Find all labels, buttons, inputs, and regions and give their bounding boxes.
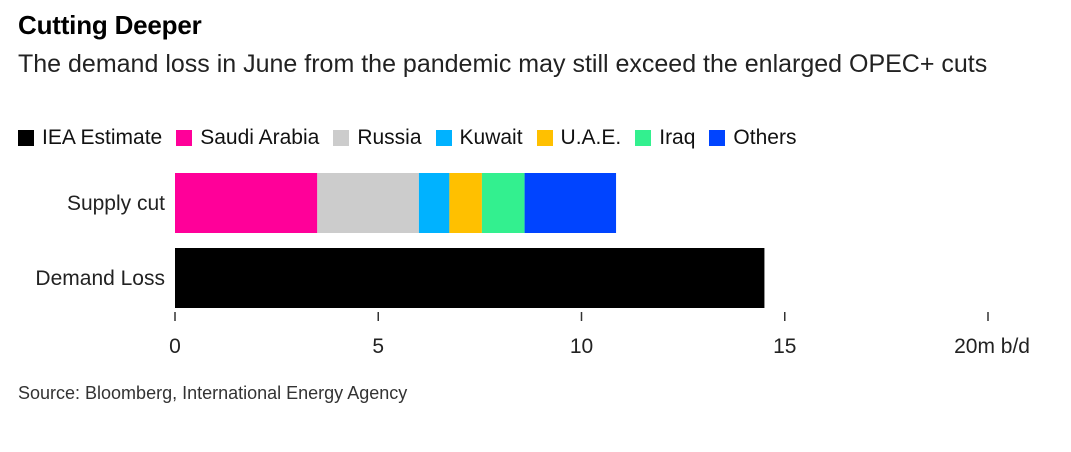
legend-swatch bbox=[176, 130, 193, 146]
x-tick-label: 10 bbox=[570, 335, 593, 358]
legend-item-kuwait: Kuwait bbox=[435, 126, 523, 150]
bar-segment-demand-loss-iea-estimate bbox=[175, 248, 765, 308]
bar-segment-supply-cut-iraq bbox=[481, 173, 525, 233]
bar-segment-supply-cut-kuwait bbox=[418, 173, 450, 233]
legend-swatch bbox=[435, 130, 452, 146]
bar-chart: Supply cut Demand Loss 0 5 10 15 20m b/d bbox=[35, 173, 1030, 358]
legend-item-russia: Russia bbox=[333, 126, 422, 150]
x-tick-label: 15 bbox=[773, 335, 796, 358]
x-tick-label: 20m b/d bbox=[954, 335, 1030, 358]
legend-item-others: Others bbox=[709, 126, 796, 150]
legend-label: Kuwait bbox=[459, 126, 523, 149]
legend-item-saudi-arabia: Saudi Arabia bbox=[176, 126, 319, 150]
chart-subtitle: The demand loss in June from the pandemi… bbox=[18, 50, 988, 78]
legend-label: Iraq bbox=[659, 126, 696, 149]
chart-title: Cutting Deeper bbox=[18, 10, 202, 40]
legend-label: U.A.E. bbox=[560, 126, 622, 149]
category-label: Demand Loss bbox=[35, 267, 165, 290]
legend-label: Others bbox=[733, 126, 797, 149]
x-tick-label: 0 bbox=[169, 335, 181, 358]
legend-label: Saudi Arabia bbox=[200, 126, 320, 149]
legend-label: Russia bbox=[357, 126, 422, 149]
x-tick-label: 5 bbox=[372, 335, 384, 358]
legend-swatch bbox=[635, 130, 652, 146]
legend-label: IEA Estimate bbox=[42, 126, 163, 149]
legend-swatch bbox=[333, 130, 350, 146]
source-note: Source: Bloomberg, International Energy … bbox=[18, 383, 408, 403]
legend-swatch bbox=[536, 130, 553, 146]
legend-swatch bbox=[709, 130, 726, 146]
legend-swatch bbox=[18, 130, 34, 146]
legend-item-u-a-e: U.A.E. bbox=[536, 126, 622, 150]
bar-segment-supply-cut-saudi-arabia bbox=[175, 173, 318, 233]
category-label: Supply cut bbox=[67, 192, 165, 215]
legend-item-iea-estimate: IEA Estimate bbox=[18, 126, 162, 150]
legend: IEA Estimate Saudi Arabia Russia Kuwait U.A.… bbox=[18, 126, 810, 150]
bar-segment-supply-cut-u-a-e bbox=[449, 173, 482, 233]
bar-segment-supply-cut-others bbox=[524, 173, 617, 233]
bar-segment-supply-cut-russia bbox=[317, 173, 419, 233]
legend-item-iraq: Iraq bbox=[635, 126, 695, 150]
